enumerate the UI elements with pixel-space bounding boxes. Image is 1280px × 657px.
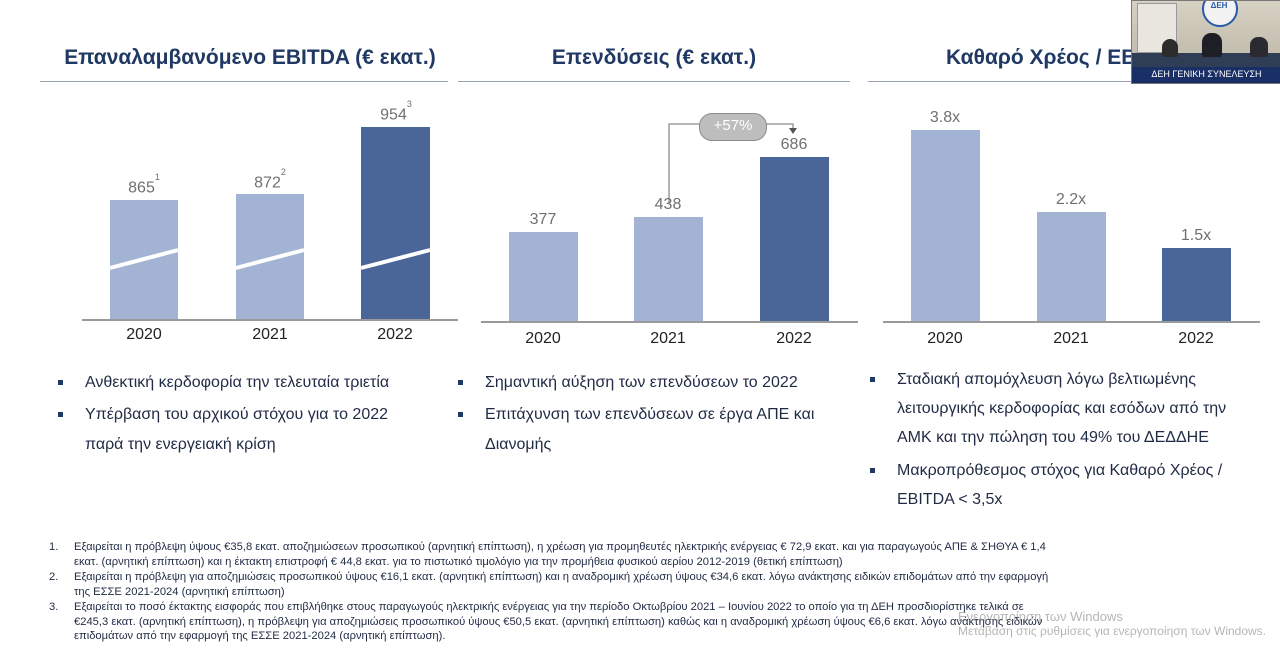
- tick-label: 2020: [126, 326, 162, 343]
- data-label: 686: [780, 136, 808, 153]
- capex-title-rule: [458, 81, 850, 82]
- watermark-subtitle: Μετάβαση στις ρυθμίσεις για ενεργοποίηση…: [958, 624, 1267, 638]
- chart-bar: [911, 130, 980, 322]
- tick-label: 2022: [377, 326, 413, 343]
- bullet-marker: [458, 412, 463, 417]
- net-debt-chart-title: Καθαρό Χρέος / EB: [946, 46, 1137, 69]
- data-label: 8651: [128, 172, 160, 197]
- tick-label: 2020: [927, 330, 963, 347]
- capex-chart-title: Επενδύσεις (€ εκατ.): [551, 46, 757, 69]
- watermark-title: Ενεργοποίηση των Windows: [958, 609, 1123, 624]
- data-label: 1.5x: [1180, 227, 1212, 244]
- axis-break-lines: [109, 248, 431, 270]
- ebitda-chart-title: Επαναλαμβανόμενο EBITDA (€ εκατ.): [64, 46, 436, 69]
- bullet-marker: [58, 380, 63, 385]
- bullet-item: Ανθεκτική κερδοφορία την τελευταία τριετ…: [58, 368, 458, 398]
- chart-bar: [1162, 248, 1231, 322]
- growth-badge-label: +57%: [713, 117, 753, 134]
- tick-label: 2020: [525, 330, 561, 347]
- chart-bar: [634, 217, 703, 322]
- windows-activation-watermark: Ενεργοποίηση των Windows Μετάβαση στις ρ…: [958, 609, 1278, 639]
- chart-bar: [760, 157, 829, 322]
- data-label: 2.2x: [1055, 191, 1087, 208]
- tick-label: 2021: [1053, 330, 1089, 347]
- data-label: 9543: [380, 99, 412, 124]
- data-label: 3.8x: [929, 109, 961, 126]
- net-debt-x-axis: [883, 321, 1260, 323]
- ebitda-title-rule: [40, 81, 448, 82]
- bullet-marker: [58, 412, 63, 417]
- tick-label: 2022: [1178, 330, 1214, 347]
- footnote: 3. Εξαιρείται το ποσό έκτακτης εισφοράς …: [49, 601, 1043, 642]
- bullet-marker: [870, 377, 875, 382]
- panelist: [1202, 33, 1222, 57]
- bullet-item: Υπέρβαση του αρχικού στόχου για το 2022 …: [58, 400, 458, 460]
- data-label: 438: [654, 196, 682, 213]
- bullet-item: Επιτάχυνση των επενδύσεων σε έργα ΑΠΕ κα…: [458, 400, 858, 460]
- tick-label: 2022: [776, 330, 812, 347]
- capex-x-axis: [481, 321, 858, 323]
- panelist: [1250, 37, 1268, 57]
- panelist: [1162, 39, 1178, 57]
- data-label: 8722: [254, 167, 286, 192]
- chart-bar: [361, 127, 430, 320]
- bullet-marker: [870, 468, 875, 473]
- logo-text: ΔΕΗ: [1210, 1, 1228, 10]
- ebitda-x-axis: [82, 319, 458, 321]
- chart-bar: [509, 232, 578, 322]
- tick-label: 2021: [650, 330, 686, 347]
- net-debt-title-rule: [868, 81, 1268, 82]
- footnote: 1. Εξαιρείται η πρόβλεψη ύψους €35,8 εκα…: [49, 541, 1046, 568]
- tick-label: 2021: [252, 326, 288, 343]
- growth-badge: [699, 113, 767, 141]
- bullet-item: Μακροπρόθεσμος στόχος για Καθαρό Χρέος /…: [870, 456, 1275, 516]
- data-label: 377: [529, 211, 557, 228]
- bullet-item: Σημαντική αύξηση των επενδύσεων το 2022: [458, 368, 858, 398]
- footnote: 2. Εξαιρείται η πρόβλεψη για αποζημιώσει…: [49, 571, 1049, 598]
- chart-bar: [1037, 212, 1106, 322]
- bullet-item: Σταδιακή απομόχλευση λόγω βελτιωμένης λε…: [870, 365, 1275, 455]
- video-caption-bar: [1132, 67, 1280, 83]
- bullet-marker: [458, 380, 463, 385]
- video-caption: ΔΕΗ ΓΕΝΙΚΗ ΣΥΝΕΛΕΥΣΗ: [1151, 69, 1262, 79]
- video-feed-thumbnail[interactable]: ΔΕΗ ΔΕΗ ΓΕΝΙΚΗ ΣΥΝΕΛΕΥΣΗ: [1131, 0, 1280, 84]
